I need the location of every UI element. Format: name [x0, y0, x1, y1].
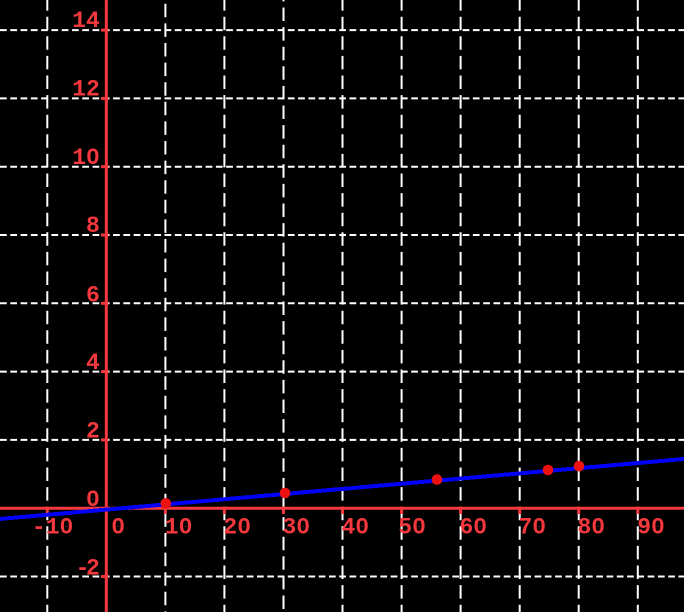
svg-text:70: 70 — [519, 514, 547, 540]
svg-text:14: 14 — [72, 8, 100, 34]
svg-text:40: 40 — [342, 514, 370, 540]
svg-text:0: 0 — [86, 487, 100, 513]
svg-text:-10: -10 — [32, 514, 73, 540]
svg-text:4: 4 — [86, 350, 100, 376]
svg-text:8: 8 — [86, 213, 100, 239]
svg-text:80: 80 — [578, 514, 606, 540]
svg-text:50: 50 — [398, 514, 426, 540]
svg-text:2: 2 — [86, 419, 100, 445]
svg-text:90: 90 — [637, 514, 665, 540]
svg-text:10: 10 — [72, 145, 100, 171]
svg-text:0: 0 — [111, 514, 125, 540]
svg-text:2: 2 — [86, 556, 100, 582]
svg-text:-: - — [76, 556, 90, 582]
svg-text:20: 20 — [223, 514, 251, 540]
svg-text:30: 30 — [283, 514, 311, 540]
svg-text:6: 6 — [86, 282, 100, 308]
svg-text:60: 60 — [460, 514, 488, 540]
svg-text:10: 10 — [165, 514, 193, 540]
svg-text:12: 12 — [72, 77, 100, 103]
